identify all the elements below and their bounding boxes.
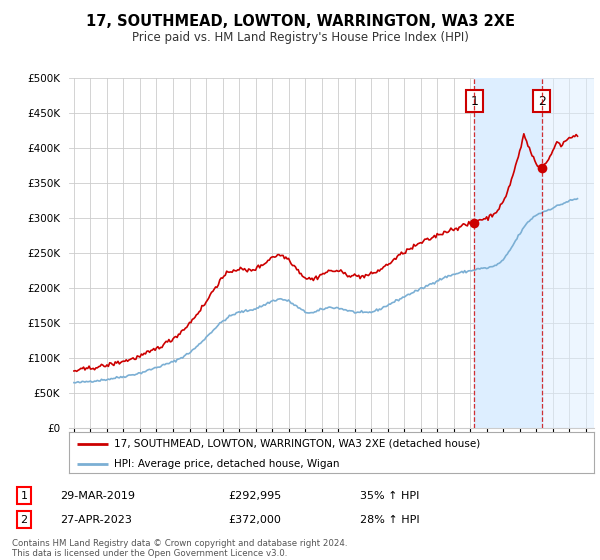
Text: £372,000: £372,000 [228,515,281,525]
Text: 17, SOUTHMEAD, LOWTON, WARRINGTON, WA3 2XE: 17, SOUTHMEAD, LOWTON, WARRINGTON, WA3 2… [86,14,515,29]
Text: 27-APR-2023: 27-APR-2023 [60,515,132,525]
Text: 1: 1 [20,491,28,501]
Text: Price paid vs. HM Land Registry's House Price Index (HPI): Price paid vs. HM Land Registry's House … [131,31,469,44]
Text: Contains HM Land Registry data © Crown copyright and database right 2024.
This d: Contains HM Land Registry data © Crown c… [12,539,347,558]
Text: 28% ↑ HPI: 28% ↑ HPI [360,515,419,525]
Text: £292,995: £292,995 [228,491,281,501]
Text: 1: 1 [470,95,478,108]
Text: 2: 2 [20,515,28,525]
Text: 35% ↑ HPI: 35% ↑ HPI [360,491,419,501]
Text: 17, SOUTHMEAD, LOWTON, WARRINGTON, WA3 2XE (detached house): 17, SOUTHMEAD, LOWTON, WARRINGTON, WA3 2… [113,439,480,449]
Text: 29-MAR-2019: 29-MAR-2019 [60,491,135,501]
Bar [475,78,542,428]
Text: HPI: Average price, detached house, Wigan: HPI: Average price, detached house, Wiga… [113,459,339,469]
Text: 2: 2 [538,95,545,108]
Bar [542,78,594,428]
